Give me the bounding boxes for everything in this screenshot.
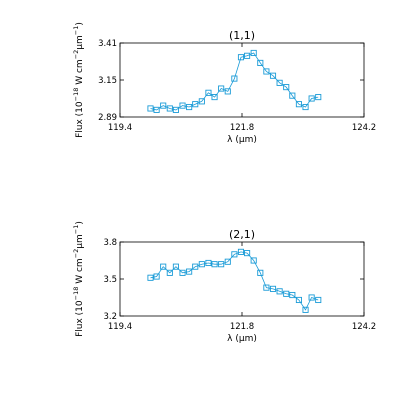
data-point bbox=[302, 103, 309, 111]
data-point bbox=[186, 268, 193, 275]
data-point bbox=[302, 306, 309, 313]
y-axis-label-part: ) bbox=[75, 22, 85, 26]
data-point bbox=[166, 105, 173, 112]
data-point bbox=[283, 84, 290, 91]
data-point bbox=[308, 294, 315, 301]
data-point bbox=[269, 285, 277, 292]
data-point bbox=[153, 273, 160, 280]
data-point bbox=[198, 261, 205, 268]
data-point bbox=[308, 95, 315, 102]
panel-title: (2,1) bbox=[229, 228, 255, 241]
y-tick-label: 3.5 bbox=[103, 275, 117, 285]
data-point bbox=[289, 291, 296, 299]
y-axis-label-part: Flux (10 bbox=[75, 300, 85, 337]
data-point bbox=[263, 284, 270, 291]
y-tick-label: 3.2 bbox=[103, 312, 117, 322]
panel-title: (1,1) bbox=[229, 29, 255, 42]
data-point bbox=[218, 85, 225, 92]
x-axis-label: λ (μm) bbox=[227, 334, 257, 344]
data-point bbox=[211, 261, 218, 268]
data-point bbox=[186, 103, 193, 111]
data-point bbox=[147, 274, 154, 281]
y-axis-label: Flux (10−18 W cm−2μm−1) bbox=[72, 22, 85, 138]
data-point bbox=[179, 102, 186, 109]
y-tick-label: 3.15 bbox=[98, 76, 117, 86]
data-point bbox=[315, 296, 322, 304]
plot-frame bbox=[119, 42, 365, 118]
data-point bbox=[263, 68, 270, 75]
data-point bbox=[289, 92, 296, 99]
data-point bbox=[315, 94, 322, 101]
y-axis-label-part: −18 bbox=[72, 287, 80, 301]
y-axis-label-part: −2 bbox=[72, 50, 80, 60]
y-axis-label-part: ) bbox=[75, 221, 85, 225]
data-point bbox=[276, 79, 283, 86]
data-point bbox=[218, 261, 225, 268]
data-point bbox=[205, 89, 212, 96]
y-tick-label: 2.89 bbox=[98, 113, 117, 123]
data-point bbox=[166, 269, 173, 276]
y-axis-label-part: Flux (10 bbox=[75, 101, 85, 138]
data-point bbox=[244, 52, 251, 59]
x-tick-label: 124.2 bbox=[352, 322, 376, 332]
data-point bbox=[179, 269, 186, 276]
y-axis-label: Flux (10−18 W cm−2μm−1) bbox=[72, 221, 85, 337]
data-point bbox=[295, 296, 302, 304]
data-point bbox=[250, 257, 257, 264]
data-point bbox=[160, 263, 167, 270]
y-axis-label-part: W cm bbox=[75, 59, 85, 87]
y-tick-label: 3.8 bbox=[103, 238, 117, 248]
data-point bbox=[192, 101, 199, 108]
data-point bbox=[211, 94, 218, 101]
x-tick-label: 121.8 bbox=[230, 322, 254, 332]
x-axis-label: λ (μm) bbox=[227, 135, 257, 145]
data-point bbox=[224, 258, 231, 265]
data-point bbox=[269, 72, 277, 79]
data-point bbox=[295, 101, 302, 108]
data-point bbox=[153, 106, 160, 113]
y-axis-label-part: μm bbox=[75, 35, 85, 50]
data-point bbox=[205, 259, 212, 267]
series-line bbox=[150, 251, 319, 311]
panel-1: (1,1) 119.4 121.8 124.2 2.89 3.15 3.41 λ (μm) Fl… bbox=[72, 22, 376, 145]
data-point bbox=[257, 269, 264, 276]
panel-2: (2,1) 119.4 121.8 124.2 3.2 3.5 3.8 λ (μm) Flux … bbox=[72, 221, 376, 344]
y-axis-label-part: −2 bbox=[72, 249, 80, 259]
data-point bbox=[276, 288, 283, 295]
data-point bbox=[198, 98, 205, 105]
data-point bbox=[160, 102, 167, 109]
x-tick-label: 121.8 bbox=[230, 123, 254, 133]
y-axis-label-part: −1 bbox=[72, 26, 80, 36]
x-tick-label: 119.4 bbox=[108, 123, 132, 133]
data-point bbox=[147, 105, 154, 112]
y-axis-label-part: −18 bbox=[72, 88, 80, 102]
data-point bbox=[257, 59, 264, 66]
data-point bbox=[231, 251, 238, 258]
data-point bbox=[237, 248, 245, 255]
y-tick-label: 3.41 bbox=[98, 39, 117, 49]
data-point bbox=[172, 106, 179, 113]
data-point bbox=[224, 88, 231, 95]
data-point bbox=[192, 263, 199, 270]
y-axis-label-part: −1 bbox=[72, 225, 80, 235]
data-point bbox=[250, 49, 257, 57]
data-point bbox=[172, 263, 179, 270]
y-axis-label-part: W cm bbox=[75, 258, 85, 286]
data-point bbox=[237, 54, 245, 61]
x-tick-label: 119.4 bbox=[108, 322, 132, 332]
y-axis-label-part: μm bbox=[75, 234, 85, 249]
data-point bbox=[283, 290, 290, 297]
data-point bbox=[231, 75, 238, 82]
data-point bbox=[244, 250, 251, 257]
x-tick-label: 124.2 bbox=[352, 123, 376, 133]
